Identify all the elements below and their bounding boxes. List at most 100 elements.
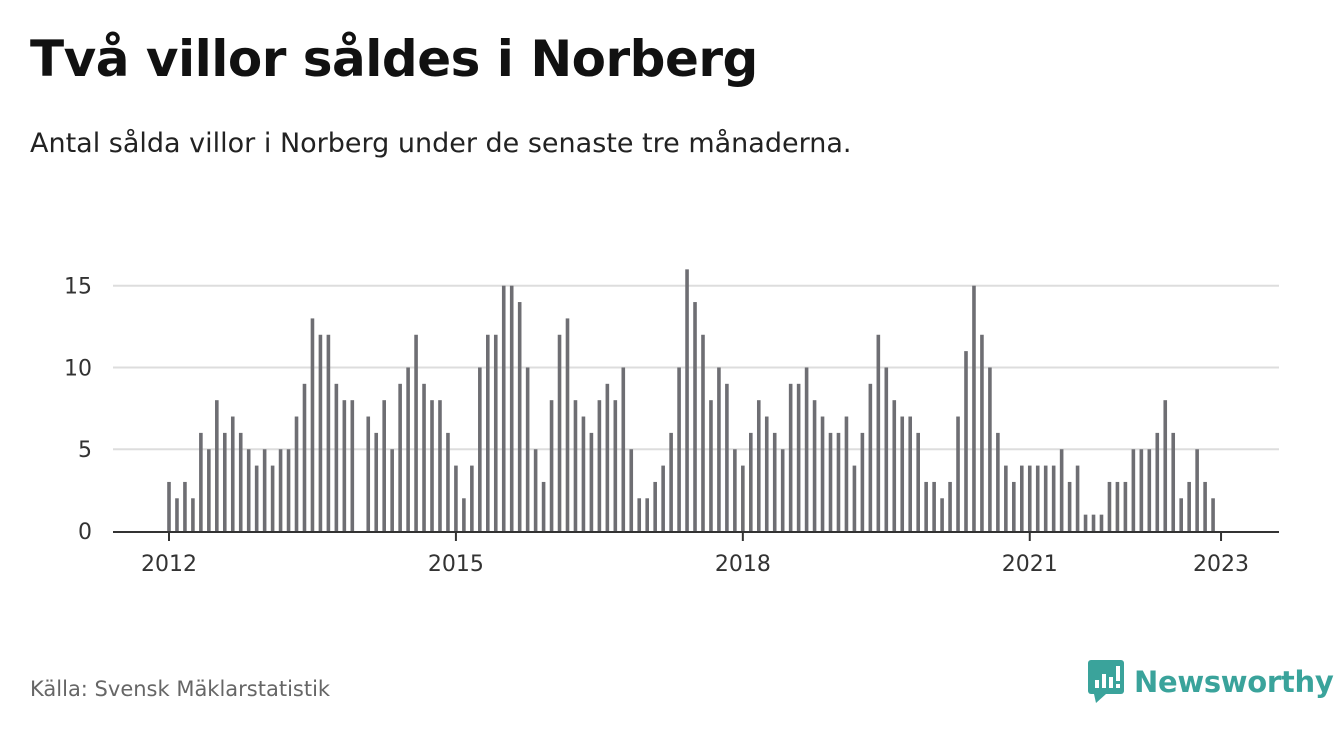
bar: [613, 400, 618, 531]
bar: [677, 367, 681, 531]
bar: [191, 498, 195, 531]
bar: [470, 465, 474, 531]
bar: [501, 285, 506, 531]
bar: [1147, 449, 1152, 531]
bar: [996, 432, 1000, 531]
x-tick-label: 2015: [428, 552, 484, 577]
bar: [1099, 514, 1104, 531]
bar: [661, 465, 665, 531]
x-tick-label: 2018: [715, 552, 771, 577]
bar: [462, 498, 466, 531]
bar: [270, 465, 275, 531]
x-tick-label: 2012: [141, 552, 197, 577]
bar: [733, 449, 737, 531]
bar: [1139, 449, 1144, 531]
bar: [685, 269, 689, 531]
bar: [246, 449, 251, 531]
bar: [278, 449, 283, 531]
bar: [844, 416, 849, 531]
bar: [1059, 449, 1064, 531]
bar: [964, 351, 968, 531]
bar: [509, 285, 514, 531]
bar: [438, 400, 442, 531]
bar: [350, 400, 355, 531]
bar: [254, 465, 259, 531]
bar: [860, 432, 865, 531]
bar: [932, 481, 936, 531]
bar: [1171, 432, 1176, 531]
bar: [764, 416, 769, 531]
bar: [581, 416, 586, 531]
bar: [342, 400, 347, 531]
bar: [549, 400, 554, 531]
bar: [693, 302, 697, 531]
bar: [852, 465, 857, 531]
bar: [796, 383, 801, 531]
bar: [653, 481, 657, 531]
bar: [493, 334, 498, 531]
bar: [1187, 481, 1191, 531]
bar: [701, 334, 705, 531]
bars: [167, 269, 1215, 531]
annotations: 2: [1212, 0, 1231, 9]
bar: [629, 449, 634, 531]
bar: [454, 465, 458, 531]
bar: [262, 449, 267, 531]
bar: [533, 449, 538, 531]
y-tick-label: 10: [64, 356, 92, 381]
y-tick-label: 5: [78, 438, 92, 463]
bar: [230, 416, 235, 531]
bar: [621, 367, 626, 531]
bar: [1051, 465, 1056, 531]
bar: [374, 432, 379, 531]
bar: [1027, 465, 1032, 531]
bar: [597, 400, 602, 531]
bar: [988, 367, 992, 531]
bar: [669, 432, 673, 531]
bar: [828, 432, 833, 531]
bar: [422, 383, 426, 531]
bar: [788, 383, 793, 531]
bar: [1131, 449, 1136, 531]
y-tick-label: 15: [64, 275, 92, 300]
bar: [430, 400, 434, 531]
bar: [390, 449, 394, 531]
bar: [1012, 481, 1016, 531]
bar: [406, 367, 410, 531]
bar: [980, 334, 984, 531]
bar: [525, 367, 530, 531]
bar: [1019, 465, 1024, 531]
bar: [916, 432, 920, 531]
bar: [1075, 465, 1080, 531]
bar: [238, 432, 243, 531]
bar: [486, 334, 490, 531]
bar: [605, 383, 610, 531]
bar: [573, 400, 578, 531]
x-axis-ticks: 2012 2015 2018 2021 2023: [141, 532, 1249, 577]
bar: [645, 498, 649, 531]
bar: [972, 285, 976, 531]
x-tick-label: 2021: [1002, 552, 1058, 577]
bar: [366, 416, 371, 531]
bar: [892, 400, 897, 531]
bar: [820, 416, 825, 531]
y-tick-label: 0: [78, 520, 92, 545]
bar: [310, 318, 315, 531]
bar: [709, 400, 713, 531]
bar: [557, 334, 562, 531]
bar: [1203, 481, 1207, 531]
bar: [637, 498, 642, 531]
bar: [1195, 449, 1199, 531]
y-axis-ticks: 0 5 10 15: [64, 275, 92, 545]
source-note: Källa: Svensk Mäklarstatistik: [30, 677, 331, 701]
bar: [286, 449, 291, 531]
bar: [446, 432, 450, 531]
bar: [725, 383, 729, 531]
bar: [326, 334, 331, 531]
bar: [334, 383, 339, 531]
bar: [1115, 481, 1120, 531]
bar: [1107, 481, 1112, 531]
bar: [222, 432, 227, 531]
bar: [772, 432, 777, 531]
